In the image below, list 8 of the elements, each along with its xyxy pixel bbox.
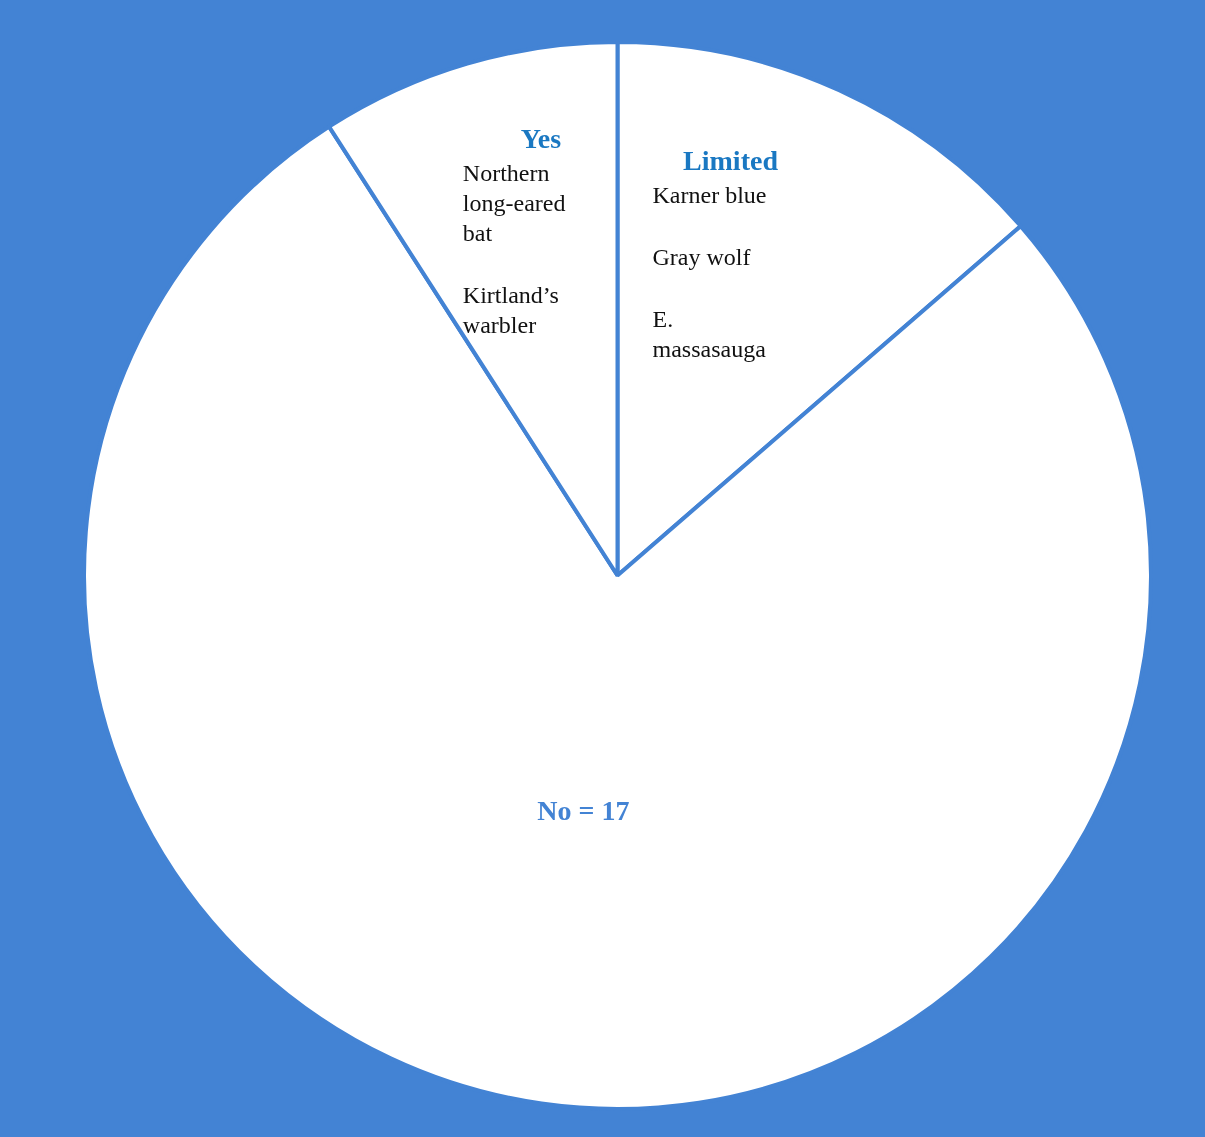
text: Gray wolf	[652, 244, 751, 271]
slice-label: Limited	[683, 145, 779, 177]
slice-label: No = 17	[537, 795, 630, 827]
text: Karner blue	[652, 182, 767, 209]
text: Northern long-eared bat	[462, 159, 566, 246]
text: Kirtland’s warbler	[462, 281, 559, 338]
slice-label: Yes	[520, 122, 562, 154]
text: E. massasauga	[652, 306, 766, 363]
